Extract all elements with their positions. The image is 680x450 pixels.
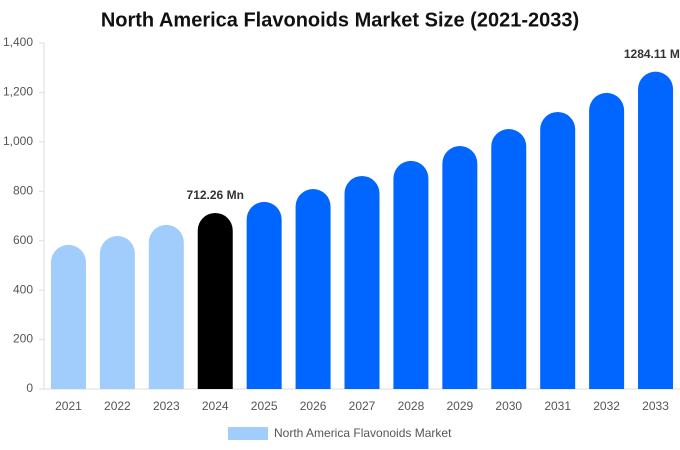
bar [295, 189, 331, 389]
x-tick-label: 2029 [446, 399, 473, 413]
x-tick-label: 2031 [544, 399, 571, 413]
bar [393, 160, 429, 389]
x-tick-label: 2027 [349, 399, 376, 413]
y-tick-label: 600 [13, 233, 33, 247]
bar [344, 175, 380, 389]
x-tick-label: 2024 [202, 399, 229, 413]
x-tick-label: 2023 [153, 399, 180, 413]
bar [50, 244, 86, 389]
y-tick-label: 0 [26, 381, 33, 395]
x-tick-label: 2021 [55, 399, 82, 413]
y-tick-label: 200 [13, 332, 33, 346]
bar [638, 71, 674, 389]
bar [148, 224, 184, 389]
bar [540, 111, 576, 390]
x-tick-label: 2025 [251, 399, 278, 413]
bar [99, 236, 135, 389]
legend-label: North America Flavonoids Market [274, 426, 452, 440]
value-label: 1284.11 Mn [624, 47, 680, 61]
value-label: 712.26 Mn [187, 188, 244, 202]
bar [491, 129, 527, 389]
bar [442, 146, 478, 389]
x-tick-label: 2032 [593, 399, 620, 413]
bar [246, 201, 282, 389]
legend-swatch [228, 427, 268, 440]
y-tick-label: 800 [13, 183, 33, 197]
y-tick-label: 400 [13, 282, 33, 296]
x-tick-label: 2026 [300, 399, 327, 413]
bar [589, 92, 625, 390]
x-tick-label: 2030 [495, 399, 522, 413]
y-tick-label: 1,400 [3, 35, 33, 49]
x-tick-label: 2033 [642, 399, 669, 413]
y-tick-label: 1,000 [3, 134, 33, 148]
chart-title: North America Flavonoids Market Size (20… [101, 9, 579, 31]
x-tick-label: 2022 [104, 399, 131, 413]
x-tick-label: 2028 [398, 399, 425, 413]
y-tick-label: 1,200 [3, 85, 33, 99]
bar [197, 212, 233, 389]
